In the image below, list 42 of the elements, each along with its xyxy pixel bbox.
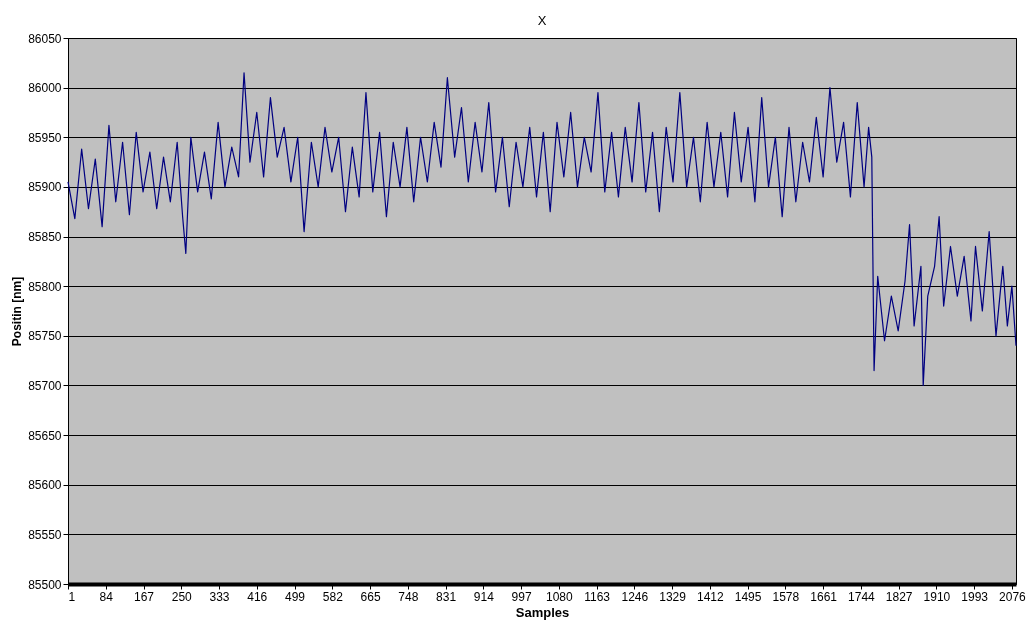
- y-tick-label: 85600: [28, 478, 62, 493]
- x-tick-label: 1495: [734, 589, 762, 604]
- x-tick-label: 1: [68, 589, 76, 604]
- y-tick-label: 85850: [28, 230, 62, 245]
- x-tick-label: 997: [511, 589, 532, 604]
- chart-title: X: [537, 13, 547, 28]
- y-tick-label: 85800: [28, 279, 62, 294]
- x-tick-label: 1578: [772, 589, 800, 604]
- x-tick-label: 84: [99, 589, 114, 604]
- x-tick-label: 333: [209, 589, 230, 604]
- x-tick-label: 1910: [923, 589, 951, 604]
- x-tick-label: 1412: [697, 589, 725, 604]
- x-tick-label: 250: [171, 589, 193, 604]
- x-tick-label: 1744: [848, 589, 876, 604]
- y-axis-title: Positin [nm]: [10, 276, 25, 347]
- x-tick-label: 499: [285, 589, 306, 604]
- x-tick-label: 167: [134, 589, 155, 604]
- x-tick-label: 416: [247, 589, 268, 604]
- y-tick-label: 85500: [28, 577, 62, 592]
- y-tick-label: 85700: [28, 378, 62, 393]
- line-series: [67, 72, 1017, 387]
- y-tick-label: 85550: [28, 527, 62, 542]
- y-tick-label: 86050: [28, 31, 62, 46]
- x-tick-label: 582: [322, 589, 344, 604]
- x-tick-label: 2076: [999, 589, 1027, 604]
- y-tick-label: 86000: [28, 81, 62, 96]
- y-tick-label: 85650: [28, 428, 62, 443]
- x-tick-label: 1827: [885, 589, 913, 604]
- x-tick-label: 1993: [961, 589, 989, 604]
- x-tick-label: 1661: [810, 589, 838, 604]
- x-tick-label: 748: [398, 589, 419, 604]
- y-tick-label: 85950: [28, 130, 62, 145]
- x-axis-title: Samples: [515, 604, 570, 620]
- y-tick-label: 85750: [28, 329, 62, 344]
- x-tick-label: 1246: [621, 589, 649, 604]
- x-tick-label: 1163: [584, 589, 611, 604]
- x-tick-label: 831: [436, 589, 457, 604]
- x-tick-label: 665: [360, 589, 381, 604]
- x-tick-label: 1329: [659, 589, 687, 604]
- y-tick-label: 85900: [28, 180, 62, 195]
- x-tick-label: 1080: [545, 589, 573, 604]
- x-tick-label: 914: [473, 589, 495, 604]
